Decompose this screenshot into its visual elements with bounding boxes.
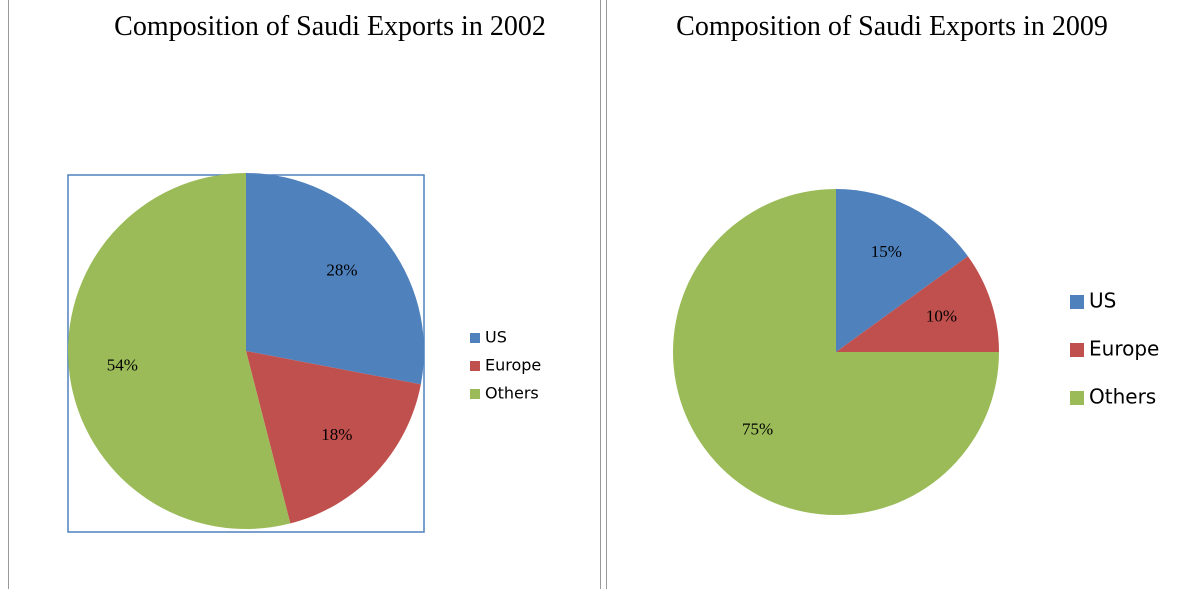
legend-swatch — [470, 333, 480, 343]
data-label: 15% — [871, 242, 902, 261]
data-label: 18% — [321, 425, 352, 444]
legend-label: US — [1089, 289, 1116, 313]
chart-title: Composition of Saudi Exports in 2002 — [114, 11, 546, 42]
legend-swatch — [470, 389, 480, 399]
pie-slice — [246, 173, 424, 385]
panel-border — [600, 0, 601, 589]
data-label: 54% — [107, 356, 138, 375]
pie-slice — [673, 189, 999, 515]
pie-slice — [246, 351, 421, 524]
legend-swatch — [1070, 343, 1084, 357]
data-label: 28% — [326, 260, 357, 279]
legend-label: Others — [485, 384, 539, 403]
legend-label: Europe — [485, 356, 541, 375]
legend-label: Others — [1089, 385, 1156, 409]
panel-border — [8, 0, 9, 589]
pie-slice — [836, 189, 968, 352]
legend-swatch — [1070, 391, 1084, 405]
legend-label: US — [485, 328, 507, 347]
legend-label: Europe — [1089, 337, 1159, 361]
legend-swatch — [470, 361, 480, 371]
panel-border — [606, 0, 607, 589]
data-label: 75% — [742, 419, 773, 438]
data-label: 10% — [926, 307, 957, 326]
chart-title: Composition of Saudi Exports in 2009 — [676, 11, 1108, 42]
pie-slice — [67, 173, 291, 529]
legend-swatch — [1070, 295, 1084, 309]
pie-slice — [836, 256, 999, 352]
